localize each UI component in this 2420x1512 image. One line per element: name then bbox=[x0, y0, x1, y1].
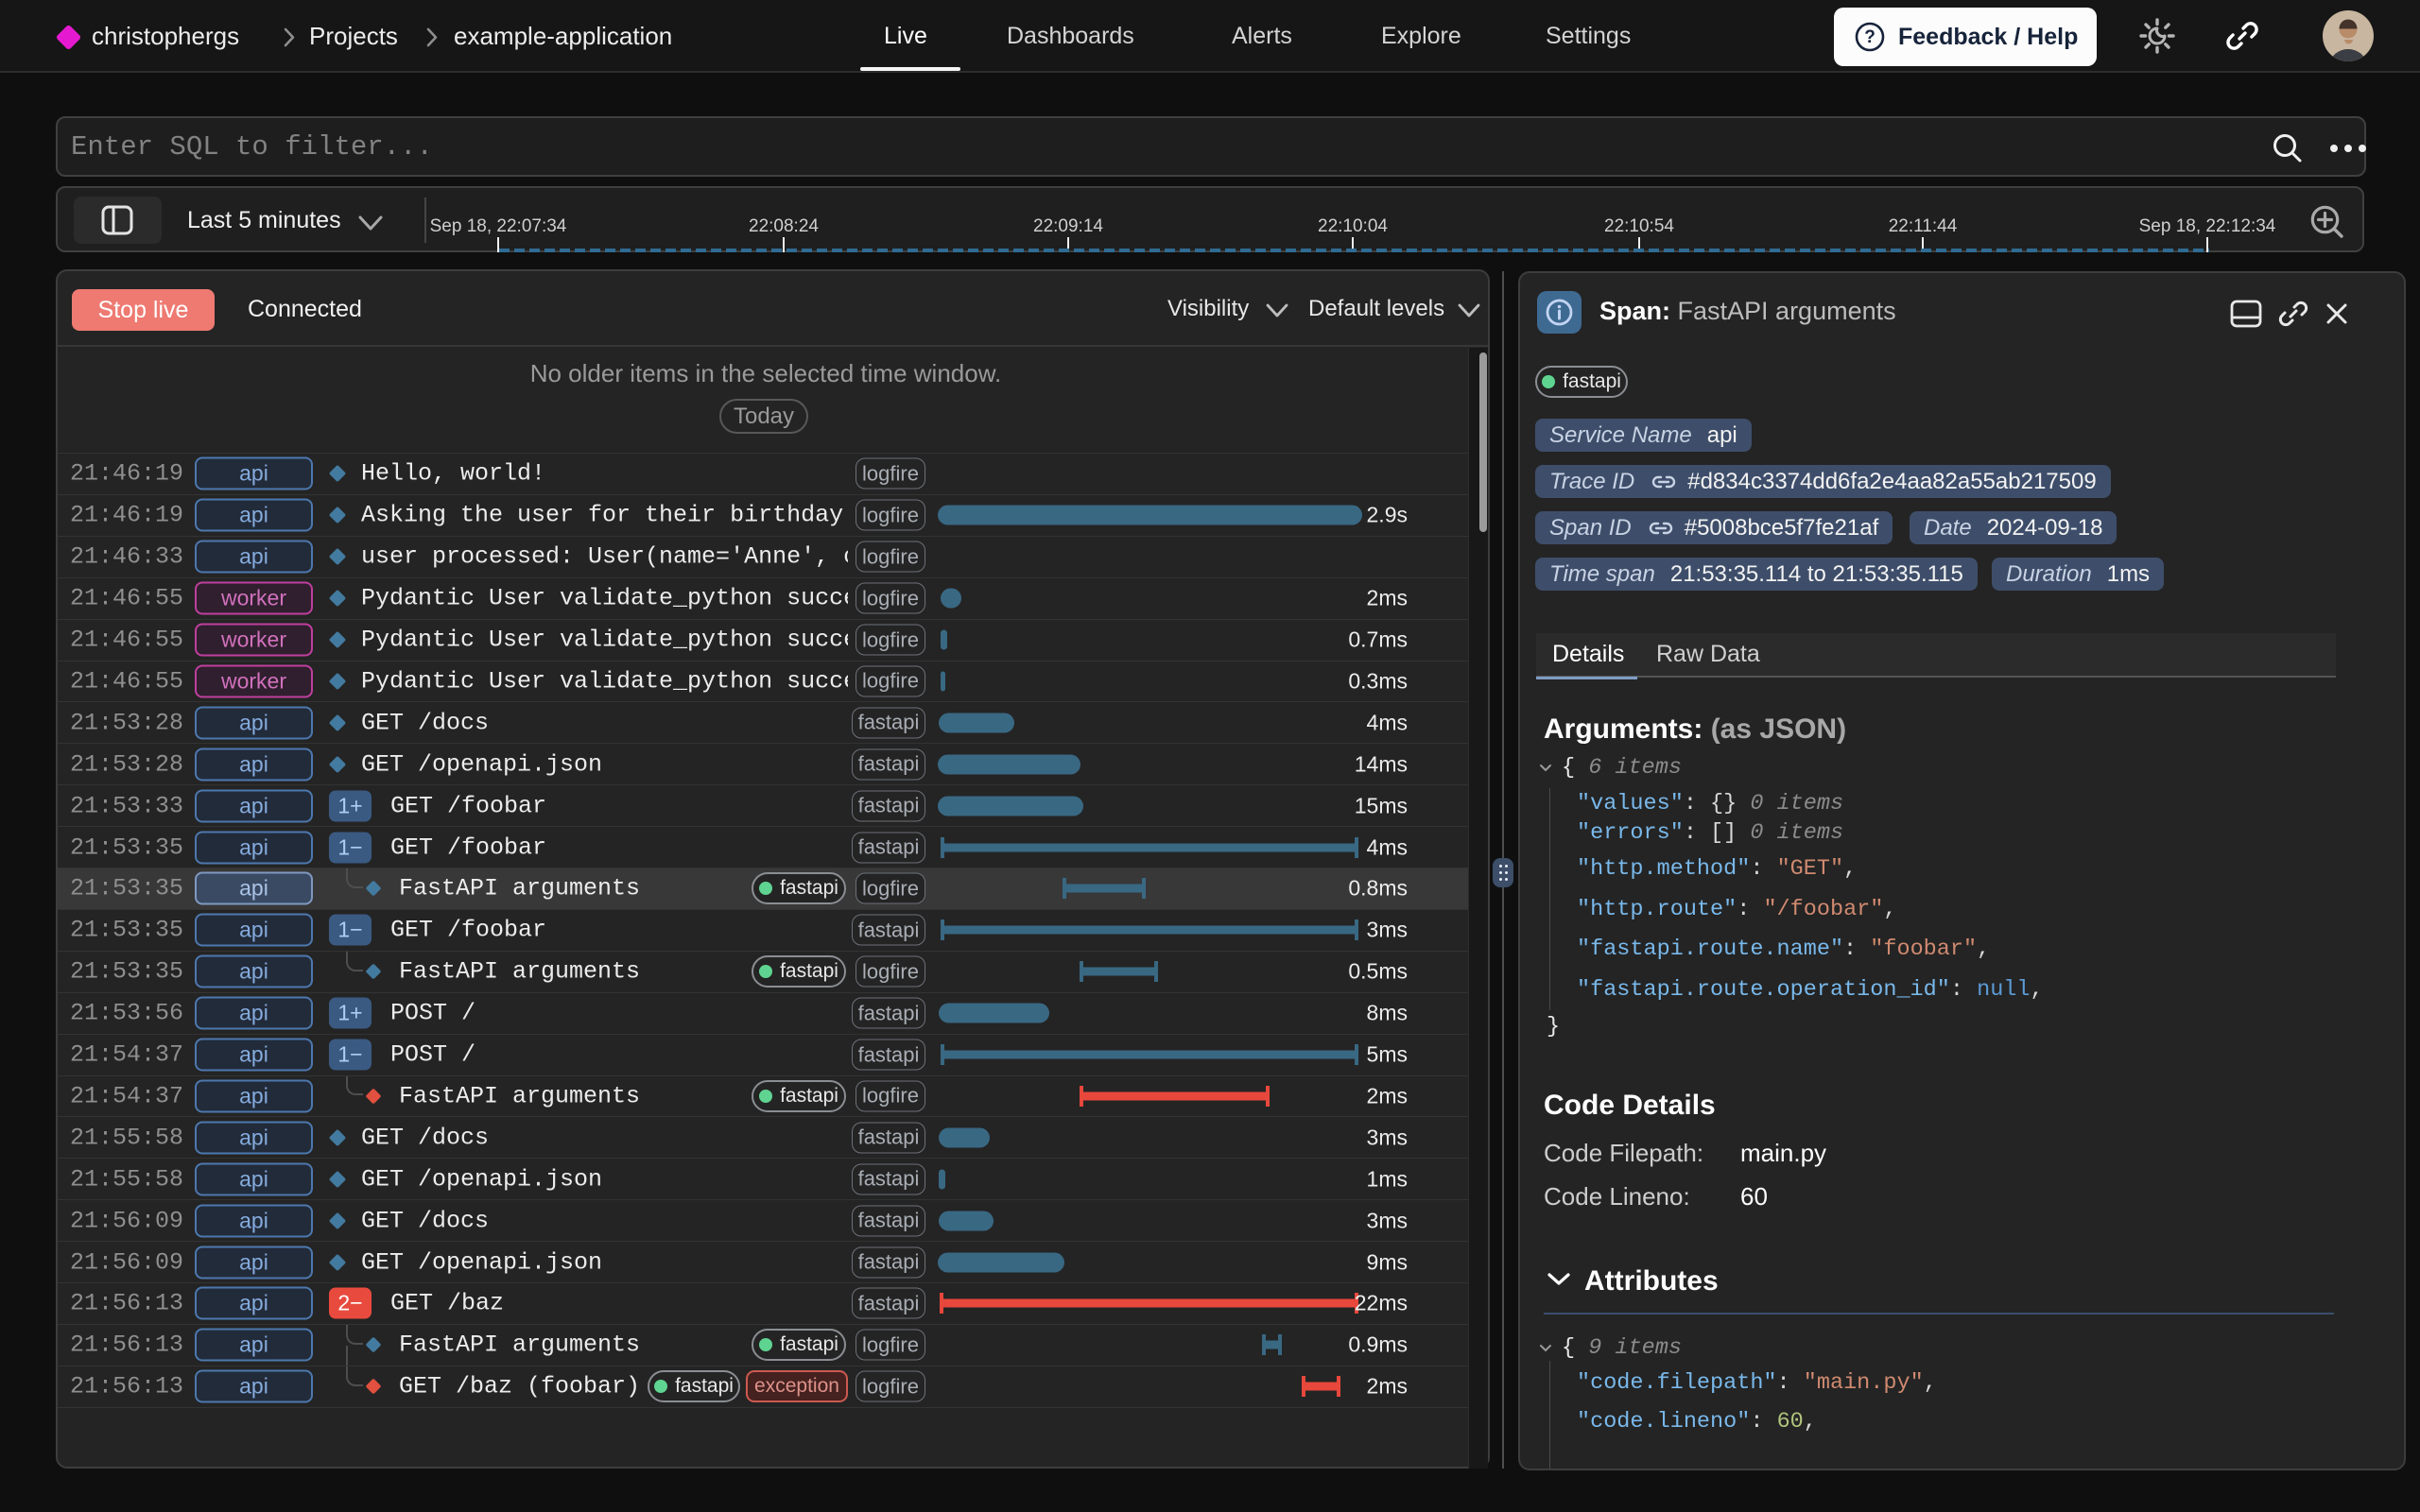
svg-text:?: ? bbox=[1864, 27, 1876, 47]
